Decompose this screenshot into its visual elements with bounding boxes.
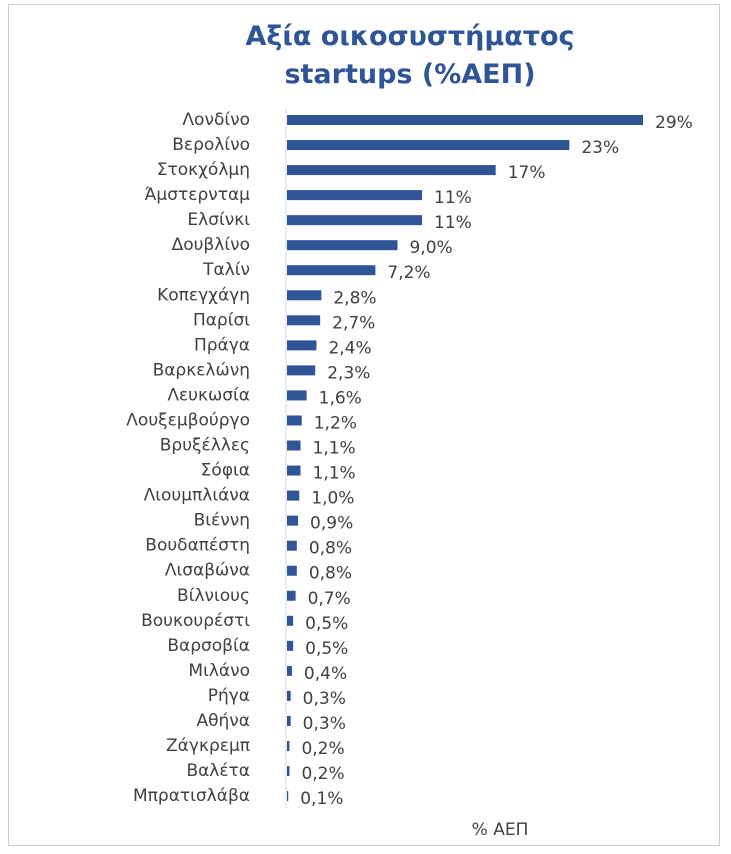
value-label: 0,3% — [303, 689, 346, 709]
category-label: Βερολίνο — [172, 135, 250, 155]
bar — [287, 565, 297, 576]
bar — [287, 390, 307, 401]
bar — [287, 115, 643, 125]
category-label: Πράγα — [194, 335, 250, 355]
value-label: 1,1% — [313, 464, 356, 484]
bar — [287, 365, 316, 376]
bar — [287, 690, 291, 701]
value-label: 1,2% — [314, 413, 357, 433]
category-label: Ελσίνκι — [187, 210, 250, 230]
category-label: Λευκωσία — [167, 385, 250, 405]
bar — [287, 665, 292, 676]
value-label: 2,7% — [332, 313, 375, 333]
bar — [287, 515, 299, 526]
category-label: Σόφια — [201, 461, 250, 481]
bar — [287, 440, 301, 451]
category-label: Άμστερνταμ — [145, 185, 251, 205]
bar — [287, 290, 322, 301]
frame — [8, 4, 720, 846]
bar — [287, 215, 423, 226]
bar — [287, 766, 290, 777]
value-label: 0,2% — [301, 764, 344, 784]
bar — [287, 791, 289, 802]
category-label: Βιέννη — [194, 511, 250, 531]
bar — [287, 415, 302, 426]
bar — [287, 640, 294, 651]
bar — [287, 165, 496, 176]
category-label: Ζάγκρεμπ — [166, 736, 250, 756]
value-label: 1,6% — [319, 388, 362, 408]
category-label: Μιλάνο — [188, 661, 250, 681]
category-label: Λουξεμβούργο — [126, 410, 250, 430]
value-label: 23% — [581, 138, 619, 158]
value-label: 0,5% — [305, 639, 348, 659]
category-label: Αθήνα — [196, 711, 250, 731]
bar — [287, 490, 300, 501]
value-label: 2,8% — [333, 288, 376, 308]
category-label: Λιουμπλιάνα — [144, 486, 250, 506]
category-label: Ταλίν — [202, 260, 250, 280]
category-label: Κοπεγχάγη — [157, 285, 250, 305]
value-label: 2,4% — [328, 338, 371, 358]
value-label: 1,0% — [311, 489, 354, 509]
bar — [287, 190, 423, 201]
bar — [287, 590, 296, 601]
value-label: 0,1% — [300, 789, 343, 809]
category-label: Βουκουρέστι — [141, 611, 250, 631]
category-label: Ρήγα — [208, 686, 250, 706]
value-label: 7,2% — [387, 263, 430, 283]
category-label: Βρυξέλλες — [160, 436, 250, 456]
value-label: 0,8% — [309, 564, 352, 584]
category-label: Μπρατισλάβα — [133, 786, 250, 806]
bar — [287, 265, 376, 276]
value-label: 2,3% — [327, 363, 370, 383]
value-label: 0,3% — [303, 714, 346, 734]
category-label: Βίλνιους — [177, 586, 250, 606]
value-label: 0,2% — [301, 739, 344, 759]
category-label: Βαλέτα — [186, 761, 250, 781]
category-label: Βουδαπέστη — [145, 536, 250, 556]
value-label: 0,8% — [309, 539, 352, 559]
bar — [287, 240, 398, 251]
category-label: Δουβλίνο — [172, 235, 250, 255]
value-label: 0,5% — [305, 614, 348, 634]
value-label: 17% — [508, 163, 546, 183]
category-label: Βαρσοβία — [167, 636, 250, 656]
bar — [287, 465, 301, 476]
value-label: 0,9% — [310, 514, 353, 534]
bar — [287, 715, 291, 726]
value-label: 1,1% — [313, 439, 356, 459]
bar — [287, 340, 317, 351]
chart-title: Αξία οικοσυστήματος startups (%ΑΕΠ) — [245, 21, 575, 90]
category-label: Βαρκελώνη — [153, 360, 250, 380]
category-label: Στοκχόλμη — [157, 160, 250, 180]
value-label: 0,7% — [308, 589, 351, 609]
category-label: Λισαβώνα — [165, 561, 250, 581]
category-label: Παρίσι — [193, 310, 250, 330]
value-label: 11% — [434, 188, 472, 208]
bar — [287, 140, 570, 151]
category-label: Λονδίνο — [182, 110, 250, 130]
bar — [287, 315, 321, 326]
value-label: 9,0% — [409, 238, 452, 258]
value-label: 11% — [434, 213, 472, 233]
bar — [287, 741, 290, 751]
value-label: 0,4% — [304, 664, 347, 684]
bar — [287, 540, 297, 551]
bar — [287, 615, 294, 626]
x-axis-label: % ΑΕΠ — [472, 820, 529, 840]
value-label: 29% — [655, 113, 693, 133]
